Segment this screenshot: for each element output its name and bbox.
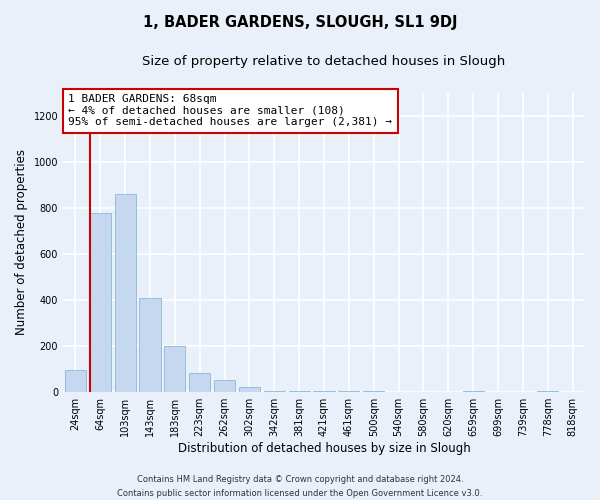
Bar [115, 194, 136, 392]
Bar [214, 380, 235, 392]
Text: 1 BADER GARDENS: 68sqm
← 4% of detached houses are smaller (108)
95% of semi-det: 1 BADER GARDENS: 68sqm ← 4% of detached … [68, 94, 392, 128]
Bar [313, 391, 335, 392]
Bar [363, 391, 384, 392]
Bar [289, 391, 310, 392]
Bar [264, 391, 285, 392]
Bar [139, 298, 161, 392]
Bar [189, 372, 211, 392]
X-axis label: Distribution of detached houses by size in Slough: Distribution of detached houses by size … [178, 442, 470, 455]
Bar [338, 391, 359, 392]
Bar [164, 346, 185, 392]
Bar [239, 387, 260, 392]
Bar [90, 212, 111, 392]
Text: Contains HM Land Registry data © Crown copyright and database right 2024.
Contai: Contains HM Land Registry data © Crown c… [118, 476, 482, 498]
Title: Size of property relative to detached houses in Slough: Size of property relative to detached ho… [142, 55, 506, 68]
Y-axis label: Number of detached properties: Number of detached properties [15, 150, 28, 336]
Bar [537, 391, 558, 392]
Bar [463, 391, 484, 392]
Text: 1, BADER GARDENS, SLOUGH, SL1 9DJ: 1, BADER GARDENS, SLOUGH, SL1 9DJ [143, 15, 457, 30]
Bar [65, 370, 86, 392]
